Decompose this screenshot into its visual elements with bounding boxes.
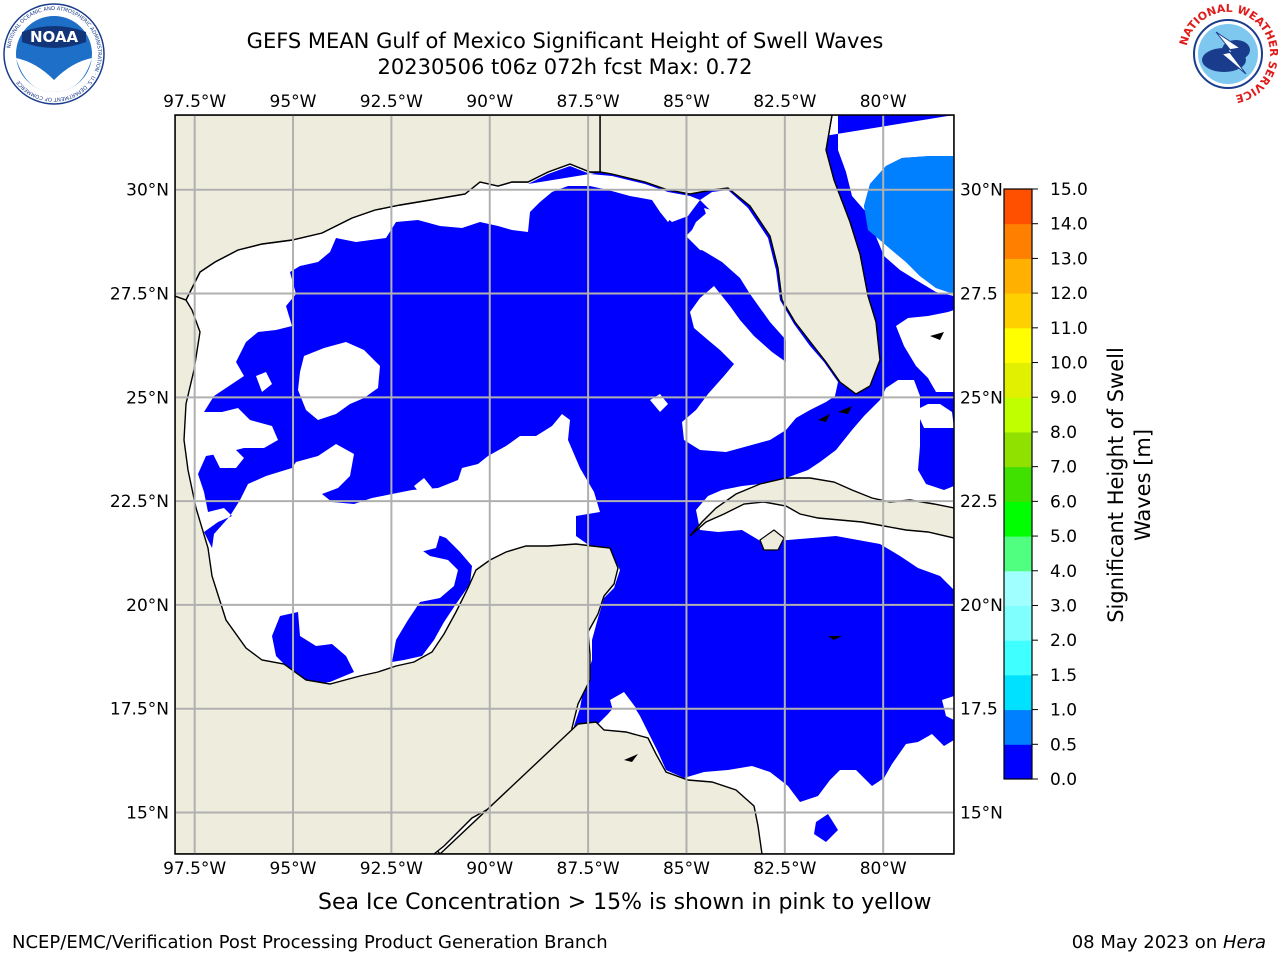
colorbar-tick-label: 4.0 (1050, 562, 1077, 582)
small-islands (624, 332, 944, 762)
chart-title: GEFS MEAN Gulf of Mexico Significant Hei… (246, 29, 884, 53)
colorbar-segment (1004, 466, 1032, 502)
colorbar-segment (1004, 744, 1032, 780)
latitude-label-left: 17.5°N (110, 700, 169, 720)
longitude-label-bottom: 95°W (270, 859, 317, 879)
colorbar-segment (1004, 431, 1032, 468)
colorbar-tick-label: 5.0 (1050, 527, 1077, 547)
longitude-label-top: 97.5°W (163, 92, 226, 112)
latitude-label-left: 27.5°N (110, 285, 169, 305)
latitude-label-right: 22.5 (960, 492, 998, 512)
colorbar-tick-label: 8.0 (1050, 423, 1077, 443)
latitude-label-right: 27.5 (960, 285, 998, 305)
latitude-label-left: 20°N (126, 596, 169, 616)
longitude-label-bottom: 87.5°W (557, 859, 620, 879)
longitude-label-bottom: 92.5°W (360, 859, 423, 879)
colorbar-tick-label: 9.0 (1050, 388, 1077, 408)
map-frame (174, 114, 955, 855)
colorbar-segment (1004, 293, 1032, 329)
longitude-label-top: 87.5°W (557, 92, 620, 112)
chart-subtitle: 20230506 t06z 072h fcst Max: 0.72 (377, 55, 753, 79)
colorbar-segment (1004, 501, 1032, 537)
colorbar-tick-labels: 15.0 14.0 13.0 12.0 11.0 10.0 9.0 8.0 7.0 6.0 5.0 4… (1050, 180, 1088, 790)
colorbar-tick-label: 12.0 (1050, 284, 1088, 304)
colorbar-segment (1004, 605, 1032, 641)
colorbar-tick-label: 2.0 (1050, 631, 1077, 651)
longitude-label-top: 95°W (270, 92, 317, 112)
footer-credit: NCEP/EMC/Verification Post Processing Pr… (12, 932, 608, 953)
isle-of-youth (759, 529, 785, 551)
cuba (689, 477, 954, 539)
colorbar-label-line1: Significant Height of Swell (1104, 347, 1128, 623)
swell-field-gaps (212, 204, 954, 720)
longitude-label-bottom: 90°W (466, 859, 513, 879)
latitude-label-left: 22.5°N (110, 492, 169, 512)
colorbar-segment (1004, 327, 1032, 364)
colorbar-tick-label: 1.5 (1050, 666, 1077, 686)
colorbar-segment (1004, 536, 1032, 572)
graticule (175, 115, 954, 854)
longitude-label-bottom: 97.5°W (163, 859, 226, 879)
longitude-label-top: 85°W (663, 92, 710, 112)
colorbar-frame (1003, 188, 1033, 780)
latitude-label-right: 25°N (960, 388, 1003, 408)
noaa-logo: NOAA NATIONAL OCEANIC AND ATMOSPHERIC AD… (3, 3, 105, 105)
colorbar-tick-label: 0.5 (1050, 735, 1077, 755)
colorbar-tick-label: 10.0 (1050, 354, 1088, 374)
footer-date: 08 May 2023 on Hera (1072, 932, 1266, 953)
colorbar-label-line2: Waves [m] (1131, 429, 1155, 541)
colorbar-segment (1004, 189, 1032, 225)
colorbar-segment (1004, 258, 1032, 294)
latitude-label-right: 20°N (960, 596, 1003, 616)
colorbar-tick-label: 11.0 (1050, 319, 1088, 339)
colorbar (1003, 188, 1038, 780)
colorbar-segment (1004, 570, 1032, 606)
longitude-label-top: 92.5°W (360, 92, 423, 112)
colorbar-segment (1004, 674, 1032, 711)
longitude-label-bottom: 82.5°W (753, 859, 816, 879)
nws-logo: NATIONAL WEATHER SERVICE (1177, 2, 1280, 105)
colorbar-segment (1004, 709, 1032, 745)
footer-date-text: 08 May 2023 on (1071, 932, 1223, 953)
colorbar-tick-label: 6.0 (1050, 492, 1077, 512)
longitude-label-top: 82.5°W (753, 92, 816, 112)
colorbar-tick-label: 15.0 (1050, 180, 1088, 200)
colorbar-segment (1004, 223, 1032, 259)
latitude-label-left: 30°N (126, 181, 169, 201)
latitude-label-right: 15°N (960, 803, 1003, 823)
longitude-label-bottom: 85°W (663, 859, 710, 879)
colorbar-tick-label: 14.0 (1050, 215, 1088, 235)
noaa-logo-text: NOAA (30, 28, 79, 46)
colorbar-tick-label: 1.0 (1050, 701, 1077, 721)
florida (599, 115, 881, 395)
colorbar-segment (1004, 362, 1032, 398)
latitude-label-right: 17.5 (960, 700, 998, 720)
latitude-label-right: 30°N (960, 181, 1003, 201)
central-america-coast (438, 721, 763, 854)
latitude-label-left: 15°N (126, 803, 169, 823)
colorbar-tick-label: 7.0 (1050, 458, 1077, 478)
sea-ice-note: Sea Ice Concentration > 15% is shown in … (318, 890, 932, 915)
colorbar-tick-label: 13.0 (1050, 249, 1088, 269)
footer-host: Hera (1222, 932, 1266, 953)
us-gulf-coast (175, 115, 601, 301)
latitude-label-left: 25°N (126, 388, 169, 408)
longitude-label-bottom: 80°W (860, 859, 907, 879)
colorbar-tick-label: 3.0 (1050, 596, 1077, 616)
longitude-label-top: 80°W (860, 92, 907, 112)
colorbar-tick-label: 0.0 (1050, 770, 1077, 790)
longitude-label-top: 90°W (466, 92, 513, 112)
colorbar-segment (1004, 397, 1032, 433)
colorbar-segment (1004, 640, 1032, 676)
